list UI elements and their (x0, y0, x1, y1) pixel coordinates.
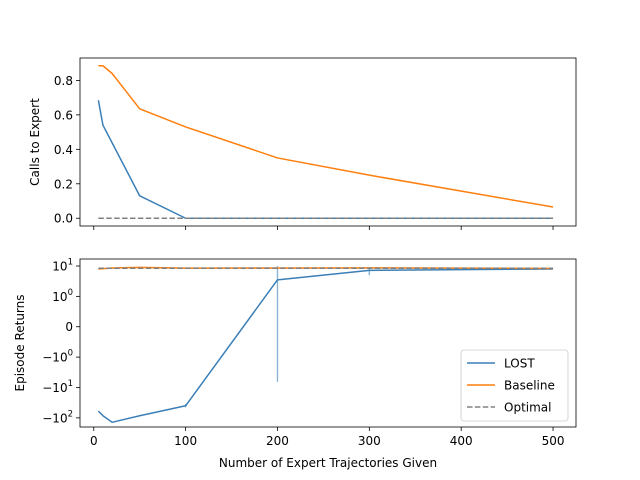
bottom-series-lost (97, 268, 554, 424)
bottom-x-tick-label: 300 (358, 434, 381, 448)
top-y-ticks: 0.0 0.2 0.4 0.6 0.8 (54, 74, 80, 226)
bottom-y-axis-label: Episode Returns (13, 294, 27, 391)
bottom-x-tick-label: 400 (450, 434, 473, 448)
bottom-x-tick-label: 500 (542, 434, 565, 448)
episode-returns-panel: 101 100 0 −100 −101 −102 0 100 200 300 400 500 Epi… (13, 257, 577, 470)
x-axis-label: Number of Expert Trajectories Given (219, 456, 437, 470)
bottom-x-ticks: 0 100 200 300 400 500 (90, 427, 565, 448)
top-y-axis-label: Calls to Expert (28, 98, 42, 186)
bottom-y-tick-label: −100 (42, 349, 73, 365)
bottom-y-tick-label: 101 (52, 257, 73, 273)
top-y-tick-label: 0.2 (54, 177, 73, 191)
bottom-axes-frame (79, 258, 577, 428)
top-y-tick-label: 0.6 (54, 108, 73, 122)
bottom-y-ticks: 101 100 0 −100 −101 −102 (42, 257, 80, 425)
legend: LOST Baseline Optimal (460, 349, 569, 422)
bottom-x-tick-label: 100 (174, 434, 197, 448)
top-series-layer (97, 65, 554, 219)
legend-items: LOST Baseline Optimal (467, 357, 555, 415)
top-series-lost (97, 100, 554, 219)
bottom-x-tick-label: 0 (90, 434, 98, 448)
top-y-tick-label: 0.0 (54, 212, 73, 226)
calls-to-expert-panel: 0.0 0.2 0.4 0.6 0.8 Calls to Expert (28, 57, 577, 230)
top-axes-frame (79, 57, 577, 227)
legend-label-lost: LOST (504, 357, 535, 371)
top-series-baseline (98, 65, 554, 208)
top-x-ticks (93, 226, 554, 230)
legend-label-baseline: Baseline (504, 379, 555, 393)
top-y-tick-label: 0.4 (54, 143, 73, 157)
bottom-y-tick-label: −102 (42, 409, 73, 425)
bottom-x-tick-label: 200 (266, 434, 289, 448)
bottom-series-layer (97, 265, 554, 424)
top-y-tick-label: 0.8 (54, 74, 73, 88)
legend-label-optimal: Optimal (504, 401, 551, 415)
bottom-y-tick-label: −101 (42, 379, 73, 395)
bottom-y-tick-label: 0 (65, 320, 73, 334)
bottom-y-tick-label: 100 (52, 288, 73, 304)
legend-box (460, 349, 569, 422)
